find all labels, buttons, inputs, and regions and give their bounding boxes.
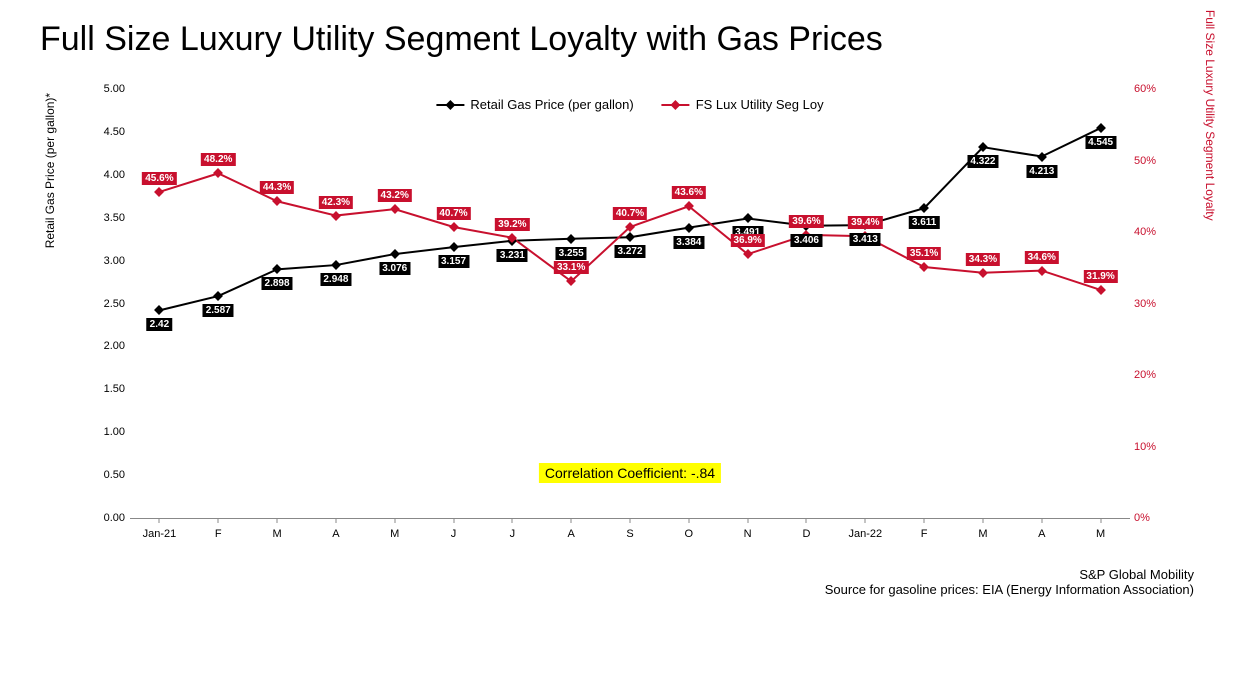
x-tick: F [215,528,222,540]
y-left-tick: 3.00 [90,255,125,267]
data-label: 36.9% [730,234,764,247]
legend-item-gas: Retail Gas Price (per gallon) [436,97,633,112]
data-label: 34.3% [966,253,1000,266]
data-label: 2.42 [147,318,172,331]
y-left-tick: 0.50 [90,469,125,481]
y-right-tick: 30% [1134,298,1172,310]
data-label: 35.1% [907,247,941,260]
legend-label: Retail Gas Price (per gallon) [470,97,633,112]
x-tick: A [1038,528,1045,540]
chart-area: Retail Gas Price (per gallon)* Full Size… [80,79,1180,559]
data-label: 3.272 [614,245,645,258]
x-tick: J [510,528,516,540]
y-left-tick: 1.50 [90,383,125,395]
data-label: 40.7% [436,207,470,220]
data-label: 3.384 [673,236,704,249]
data-label: 3.406 [791,234,822,247]
y-left-tick: 3.50 [90,212,125,224]
y-left-tick: 4.50 [90,126,125,138]
data-label: 3.076 [379,262,410,275]
data-label: 3.413 [850,233,881,246]
y-right-tick: 50% [1134,155,1172,167]
chart-title: Full Size Luxury Utility Segment Loyalty… [40,20,1204,59]
x-tick: Jan-22 [848,528,882,540]
y-left-tick: 1.00 [90,426,125,438]
plot-region: Retail Gas Price (per gallon) FS Lux Uti… [130,89,1130,519]
data-label: 31.9% [1083,270,1117,283]
data-label: 3.611 [909,216,939,229]
data-label: 2.587 [203,304,234,317]
y-right-tick: 0% [1134,512,1172,524]
data-label: 3.231 [497,249,528,262]
data-label: 3.157 [438,255,469,268]
x-tick: M [272,528,281,540]
data-label: 2.898 [262,277,293,290]
data-label: 39.6% [789,215,823,228]
data-label: 4.545 [1085,136,1116,149]
footer-source: Source for gasoline prices: EIA (Energy … [40,582,1194,597]
legend-label: FS Lux Utility Seg Loy [696,97,824,112]
data-label: 39.4% [848,216,882,229]
x-tick: M [390,528,399,540]
data-label: 39.2% [495,218,529,231]
y-right-tick: 10% [1134,441,1172,453]
data-label: 34.6% [1025,251,1059,264]
y-axis-right-label: Full Size Luxury Utility Segment Loyalty [1203,10,1217,221]
x-tick: M [1096,528,1105,540]
data-label: 33.1% [554,261,588,274]
data-label: 4.213 [1026,165,1057,178]
y-left-tick: 4.00 [90,169,125,181]
diamond-icon [436,104,464,106]
x-tick: S [626,528,633,540]
x-tick: A [332,528,339,540]
data-label: 3.255 [556,247,587,260]
data-label: 2.948 [320,273,351,286]
data-label: 43.2% [378,189,412,202]
footer: S&P Global Mobility Source for gasoline … [40,567,1194,597]
x-tick: J [451,528,457,540]
diamond-icon [662,104,690,106]
y-axis-left-label: Retail Gas Price (per gallon)* [43,93,57,248]
x-tick: N [744,528,752,540]
y-left-tick: 5.00 [90,83,125,95]
x-tick: Jan-21 [143,528,177,540]
line-svg [130,89,1130,518]
legend: Retail Gas Price (per gallon) FS Lux Uti… [436,97,823,112]
y-right-tick: 40% [1134,226,1172,238]
data-label: 48.2% [201,153,235,166]
y-right-tick: 20% [1134,369,1172,381]
data-label: 44.3% [260,181,294,194]
y-left-tick: 2.00 [90,340,125,352]
footer-attribution: S&P Global Mobility [40,567,1194,582]
y-left-tick: 2.50 [90,298,125,310]
y-right-tick: 60% [1134,83,1172,95]
x-tick: F [921,528,928,540]
correlation-annotation: Correlation Coefficient: -.84 [539,463,721,483]
legend-item-loyalty: FS Lux Utility Seg Loy [662,97,824,112]
data-label: 4.322 [967,155,998,168]
y-left-tick: 0.00 [90,512,125,524]
data-label: 43.6% [672,186,706,199]
data-label: 42.3% [319,196,353,209]
x-tick: A [568,528,575,540]
x-tick: M [978,528,987,540]
data-label: 40.7% [613,207,647,220]
x-tick: D [802,528,810,540]
data-label: 45.6% [142,172,176,185]
x-tick: O [685,528,694,540]
